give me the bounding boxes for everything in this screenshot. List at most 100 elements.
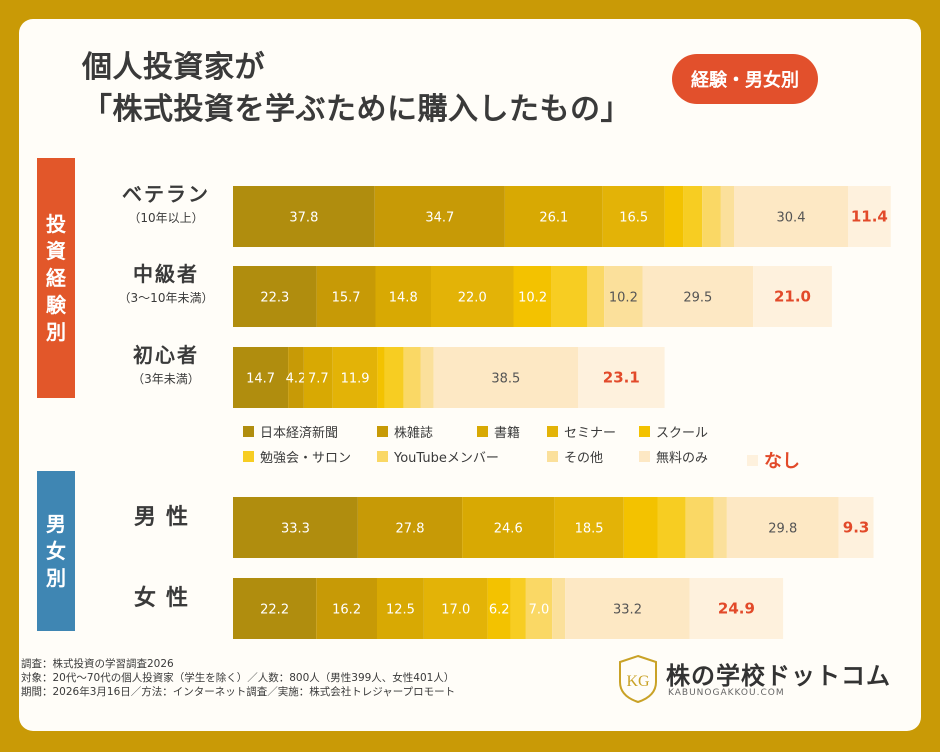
group-tab-gender-char: 男	[46, 511, 66, 536]
row-label-male: 男性	[101, 499, 231, 531]
legend-swatch	[639, 451, 650, 462]
bar-segment	[587, 266, 605, 327]
legend-item: セミナー	[547, 422, 616, 441]
row-label-female: 女性	[101, 580, 231, 612]
page-title-line-2: 「株式投資を学ぶために購入したもの」	[82, 92, 631, 127]
legend-label: 無料のみ	[656, 451, 709, 466]
legend-label: 株雑誌	[394, 426, 434, 441]
legend-swatch	[243, 426, 254, 437]
legend-label: YouTubeメンバー	[394, 451, 499, 466]
legend-item: その他	[547, 447, 603, 466]
legend-item: 日本経済新聞	[243, 422, 338, 441]
bar-segment	[377, 578, 424, 639]
data-label: 24.6	[494, 522, 523, 537]
bar-segment	[377, 347, 385, 408]
bar-segment	[303, 347, 333, 408]
bar-segment	[702, 186, 721, 247]
data-label: 22.3	[260, 291, 289, 306]
bar-segment	[657, 497, 686, 558]
bar-segment	[689, 578, 784, 639]
bar-segment	[664, 186, 684, 247]
legend-swatch	[547, 451, 558, 462]
legend-swatch	[377, 426, 388, 437]
data-label: 14.7	[246, 372, 275, 387]
data-label: 11.4	[851, 208, 888, 226]
row-label-main: 女性	[133, 586, 198, 611]
brand-logo[interactable]: KG 株の学校ドットコム KABUNOGAKKOU.COM	[616, 654, 890, 704]
brand-url: KABUNOGAKKOU.COM	[668, 688, 785, 698]
group-tab-experience-char: 験	[46, 292, 66, 317]
data-label: 23.1	[603, 369, 640, 387]
group-tab-gender: 男女別	[37, 471, 75, 631]
data-label: 33.3	[281, 522, 310, 537]
category-badge: 経験・男女別	[672, 54, 818, 104]
legend-swatch	[747, 454, 758, 466]
data-label: 29.5	[683, 291, 712, 306]
data-label: 12.5	[386, 603, 415, 618]
footnote-period: 期間：2026年3月16日／方法：インターネット調査／実施：株式会社トレジャープ…	[21, 686, 456, 699]
bar-segment	[375, 266, 431, 327]
legend-item: 書籍	[477, 422, 520, 441]
bar-segment	[233, 347, 289, 408]
legend-label: なし	[764, 451, 800, 472]
bar-segment	[384, 347, 404, 408]
bar-segment	[838, 497, 874, 558]
bar-row: 14.7 4.2 7.7 11.9 38.5 23.1	[233, 347, 665, 408]
bar-segment	[565, 578, 690, 639]
legend-item: スクール	[639, 422, 708, 441]
data-label: 4.2	[286, 372, 307, 387]
bar-segment	[332, 347, 378, 408]
data-label: 14.8	[389, 291, 418, 306]
legend-label: 勉強会・サロン	[260, 451, 352, 466]
legend-item: なし	[747, 447, 800, 473]
row-label-sub: （3〜10年未満）	[118, 291, 214, 305]
bar-segment	[510, 578, 526, 639]
survey-footnote: 調査：株式投資の学習調査2026 対象：20代〜70代の個人投資家（学生を除く）…	[21, 657, 455, 700]
data-label: 21.0	[774, 288, 811, 306]
data-label: 16.5	[619, 211, 648, 226]
bar-segment	[552, 578, 566, 639]
bar-segment	[513, 266, 552, 327]
bar-segment	[551, 266, 588, 327]
bar-row: 22.3 15.7 14.8 22.0 10.2 10.2 29.5 21.0	[233, 266, 832, 327]
data-label: 29.8	[768, 522, 797, 537]
bar-segment	[316, 266, 376, 327]
data-label: 22.2	[260, 603, 289, 618]
row-label-intermediate: 中級者 （3〜10年未満）	[101, 258, 231, 306]
data-label: 30.4	[777, 211, 806, 226]
shield-logo-icon: KG	[619, 654, 657, 704]
data-label: 6.2	[489, 603, 510, 618]
data-label: 9.3	[843, 519, 870, 537]
data-label: 18.5	[575, 522, 604, 537]
data-label: 10.2	[518, 291, 547, 306]
footnote-survey: 調査：株式投資の学習調査2026	[21, 658, 174, 670]
legend-item: 無料のみ	[639, 447, 708, 466]
group-tab-experience-char: 別	[46, 319, 66, 344]
bar-segment	[233, 578, 317, 639]
legend-swatch	[477, 426, 488, 437]
row-label-sub: （3年未満）	[132, 372, 200, 386]
bar-segment	[374, 186, 505, 247]
bar-segment	[357, 497, 463, 558]
bar-segment	[504, 186, 603, 247]
data-label: 17.0	[441, 603, 470, 618]
bar-segment	[462, 497, 555, 558]
page-title-line-1: 個人投資家が	[82, 50, 265, 85]
data-label: 16.2	[332, 603, 361, 618]
row-label-main: 初心者	[133, 343, 199, 367]
bar-segment	[734, 186, 848, 247]
bar-row: 22.2 16.2 12.5 17.0 6.2 7.0 33.2 24.9	[233, 578, 784, 639]
bar-segment	[602, 186, 665, 247]
data-label: 15.7	[332, 291, 361, 306]
bar-segment	[233, 497, 358, 558]
group-tab-experience: 投資経験別	[37, 158, 75, 398]
bar-segment	[525, 578, 553, 639]
bar-segment	[578, 347, 665, 408]
bar-segment	[233, 266, 317, 327]
data-label: 24.9	[718, 600, 755, 618]
row-label-beginner: 初心者 （3年未満）	[101, 339, 231, 387]
bar-segment	[316, 578, 377, 639]
data-label: 26.1	[539, 211, 568, 226]
bar-segment	[433, 347, 578, 408]
